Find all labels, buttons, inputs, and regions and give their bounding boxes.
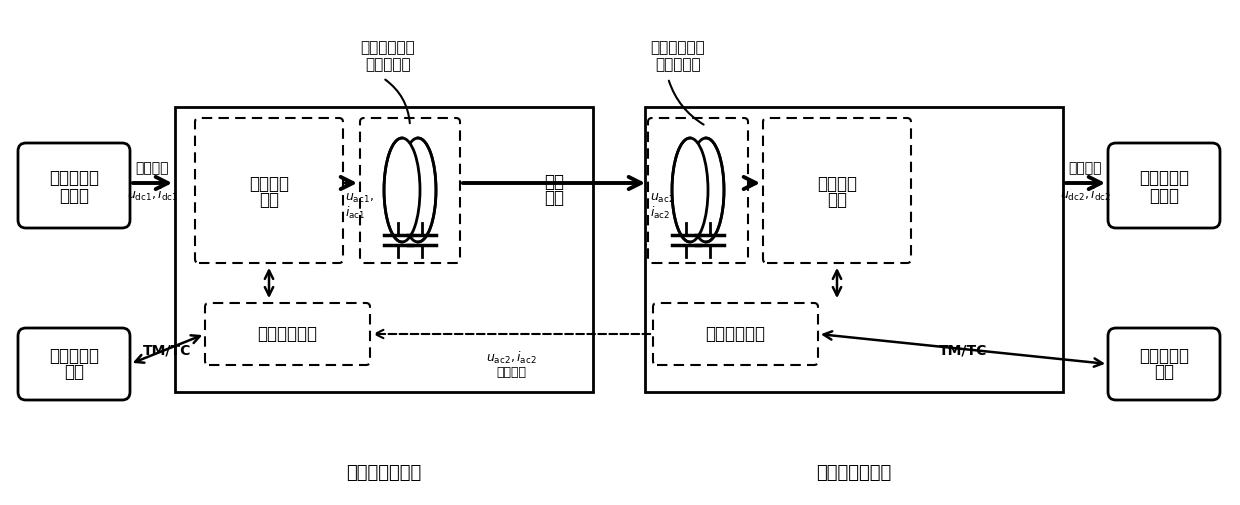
FancyBboxPatch shape [360,118,460,263]
Text: 振补偿电路: 振补偿电路 [366,58,410,73]
Ellipse shape [384,138,420,242]
Text: 配电器: 配电器 [1149,186,1179,205]
Text: 高频逆变: 高频逆变 [249,175,289,192]
Bar [175,107,593,392]
Bar [645,107,1063,392]
Text: 电路: 电路 [827,191,847,210]
Text: 直流母线: 直流母线 [135,161,169,175]
Ellipse shape [401,138,436,242]
Text: 磁场: 磁场 [544,189,564,207]
Text: $i_{\rm ac1}$: $i_{\rm ac1}$ [345,205,366,221]
FancyBboxPatch shape [763,118,911,263]
FancyBboxPatch shape [653,303,818,365]
Text: $i_{\rm ac2}$: $i_{\rm ac2}$ [650,205,671,221]
Ellipse shape [672,138,708,242]
Text: TM/TC: TM/TC [939,343,987,357]
Text: 整流调压: 整流调压 [817,175,857,192]
Text: 耦合: 耦合 [544,173,564,191]
Text: 数管: 数管 [64,363,84,381]
FancyBboxPatch shape [649,118,748,263]
Text: 原边控制电路: 原边控制电路 [258,325,317,343]
Text: 直流母线: 直流母线 [1069,161,1102,175]
Text: $u_{\rm ac1},$: $u_{\rm ac1},$ [345,191,373,205]
FancyBboxPatch shape [195,118,343,263]
FancyBboxPatch shape [19,143,130,228]
FancyBboxPatch shape [1109,143,1220,228]
Ellipse shape [688,138,724,242]
Text: 目标航天器: 目标航天器 [1140,169,1189,186]
Text: $u_{\rm dc1}, i_{\rm dc1}$: $u_{\rm dc1}, i_{\rm dc1}$ [126,187,179,203]
Text: 服务航天器: 服务航天器 [50,347,99,365]
Text: $u_{\rm ac2}, i_{\rm ac2}$: $u_{\rm ac2}, i_{\rm ac2}$ [486,350,537,366]
Text: $u_{\rm ac2},$: $u_{\rm ac2},$ [650,191,678,205]
Text: 电源: 电源 [259,191,279,210]
FancyBboxPatch shape [1109,328,1220,400]
Text: 副边控制电路: 副边控制电路 [706,325,765,343]
Text: $u_{\rm dc2}, i_{\rm dc2}$: $u_{\rm dc2}, i_{\rm dc2}$ [1060,187,1111,203]
Text: 数管: 数管 [1154,363,1174,381]
Text: 副边线圈及谐: 副边线圈及谐 [651,40,706,56]
Text: 服务航天器: 服务航天器 [50,169,99,186]
Text: TM/TC: TM/TC [144,343,192,357]
Text: 振补偿电路: 振补偿电路 [655,58,701,73]
Text: 采样信号: 采样信号 [496,366,527,379]
FancyBboxPatch shape [205,303,370,365]
Text: 配电器: 配电器 [60,186,89,205]
Text: 无线电能发射器: 无线电能发射器 [346,464,422,482]
Text: 目标航天器: 目标航天器 [1140,347,1189,365]
Text: 无线电能接收器: 无线电能接收器 [816,464,892,482]
Text: 原边线圈及谐: 原边线圈及谐 [361,40,415,56]
FancyBboxPatch shape [19,328,130,400]
